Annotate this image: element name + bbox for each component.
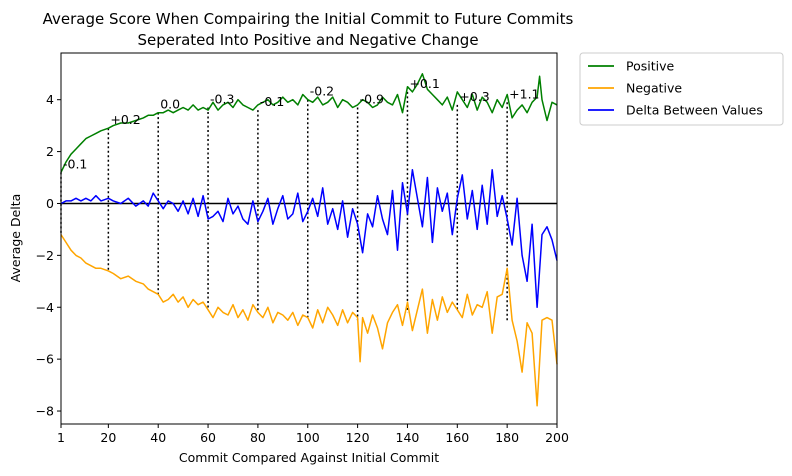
y-tick-label-2: −4 bbox=[36, 300, 54, 315]
chart-title-line-1: Average Score When Compairing the Initia… bbox=[43, 10, 574, 28]
marker-label-2: 0.0 bbox=[160, 97, 180, 112]
y-tick-label-6: 4 bbox=[46, 92, 54, 107]
x-tick-label-6: 120 bbox=[346, 430, 370, 445]
x-tick-label-0: 1 bbox=[57, 430, 65, 445]
marker-label-7: +0.1 bbox=[409, 76, 439, 91]
marker-label-0: -0.1 bbox=[63, 156, 87, 171]
y-tick-label-3: −2 bbox=[36, 248, 54, 263]
legend-label-2: Delta Between Values bbox=[626, 103, 763, 118]
legend-frame bbox=[579, 52, 784, 126]
series-line-0 bbox=[60, 73, 558, 173]
x-tick-label-1: 20 bbox=[100, 430, 116, 445]
series-line-2 bbox=[60, 168, 558, 309]
legend-label-0: Positive bbox=[626, 59, 674, 74]
y-axis: −8 −6 −4 −2 0 2 4 bbox=[36, 92, 61, 419]
x-tick-label-5: 100 bbox=[296, 430, 320, 445]
y-tick-label-4: 0 bbox=[46, 196, 54, 211]
x-tick-label-4: 80 bbox=[250, 430, 266, 445]
plot-area: -0.1 +0.2 0.0 -0.3 -0.1 -0.2 -0.9 +0.1 +0.3 +1.1 bbox=[60, 73, 558, 407]
marker-label-5: -0.2 bbox=[310, 84, 334, 99]
chart-title-line-2: Seperated Into Positive and Negative Cha… bbox=[137, 31, 478, 49]
x-axis: 1 20 40 60 80 100 120 140 160 180 200 bbox=[57, 424, 569, 445]
marker-label-9: +1.1 bbox=[509, 86, 539, 101]
y-tick-label-5: 2 bbox=[46, 144, 54, 159]
x-axis-label: Commit Compared Against Initial Commit bbox=[179, 450, 439, 465]
marker-label-8: +0.3 bbox=[459, 89, 489, 104]
legend-label-1: Negative bbox=[626, 81, 682, 96]
y-axis-label: Average Delta bbox=[8, 194, 23, 283]
legend: Positive Negative Delta Between Values bbox=[579, 52, 784, 126]
x-tick-label-2: 40 bbox=[150, 430, 166, 445]
y-tick-label-0: −8 bbox=[36, 404, 54, 419]
marker-label-6: -0.9 bbox=[360, 91, 384, 106]
marker-label-1: +0.2 bbox=[110, 112, 140, 127]
marker-label-4: -0.1 bbox=[260, 94, 284, 109]
x-tick-label-10: 200 bbox=[545, 430, 569, 445]
x-tick-label-9: 180 bbox=[495, 430, 519, 445]
y-tick-label-1: −6 bbox=[36, 352, 54, 367]
x-tick-label-3: 60 bbox=[200, 430, 216, 445]
plot-frame bbox=[60, 52, 558, 425]
x-tick-label-7: 140 bbox=[396, 430, 420, 445]
x-tick-label-8: 160 bbox=[445, 430, 469, 445]
marker-label-3: -0.3 bbox=[210, 91, 234, 106]
series-line-1 bbox=[60, 234, 558, 407]
